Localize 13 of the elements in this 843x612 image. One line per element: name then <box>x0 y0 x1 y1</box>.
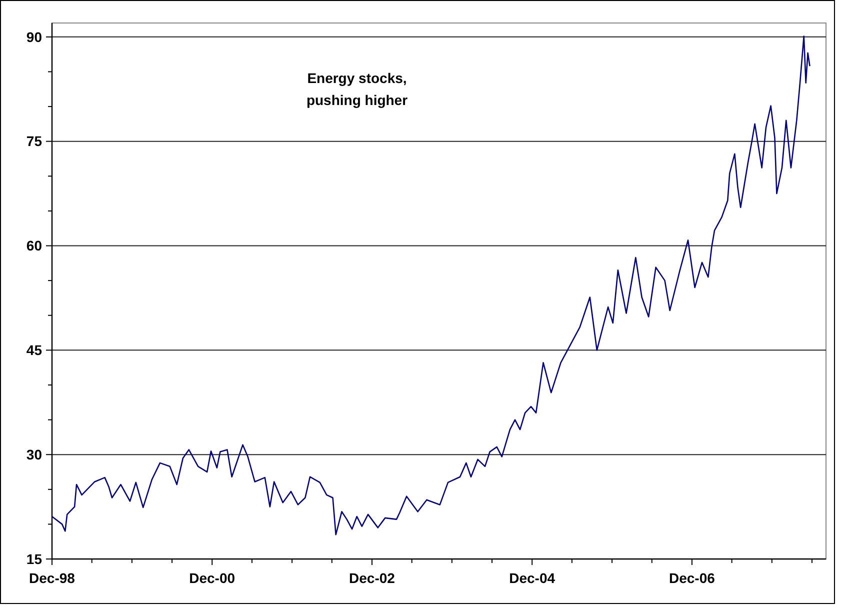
annotation: Energy stocks, pushing higher <box>306 70 408 108</box>
x-tick-label: Dec-98 <box>29 570 76 586</box>
x-tick-label: Dec-04 <box>509 570 556 586</box>
y-tick-label: 30 <box>26 446 42 462</box>
y-tick-label: 75 <box>26 133 42 150</box>
x-tick-label: Dec-06 <box>669 570 716 586</box>
y-tick-label: 15 <box>26 550 42 567</box>
line-series <box>51 36 810 536</box>
y-tick-label: 45 <box>26 342 42 358</box>
x-tick-label: Dec-00 <box>189 570 236 586</box>
y-tick-label: 90 <box>26 28 42 45</box>
x-tick-label: Dec-02 <box>349 570 396 586</box>
y-tick-label: 60 <box>26 238 42 254</box>
